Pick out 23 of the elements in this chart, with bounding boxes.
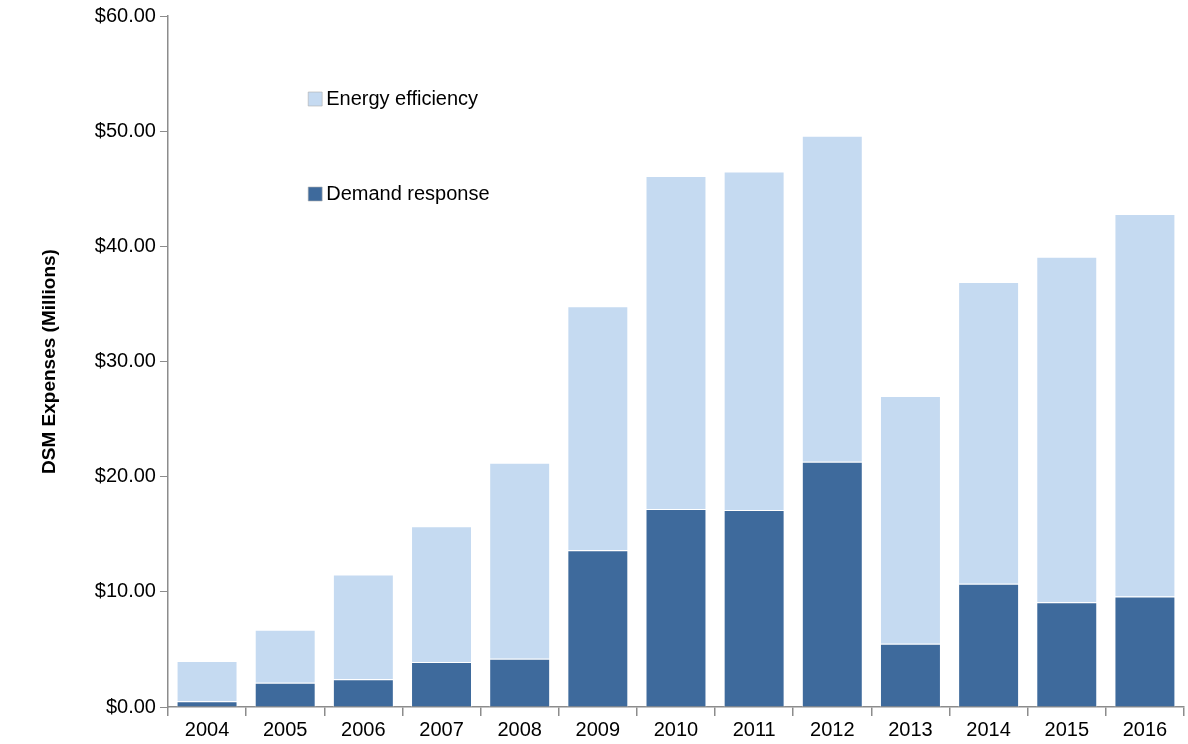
y-tick-label: $30.00: [94, 349, 156, 372]
x-tick-label: 2010: [653, 717, 699, 740]
x-tick-label: 2012: [810, 717, 855, 740]
x-tick-label: 2006: [341, 717, 386, 740]
x-tick-label: 2004: [184, 717, 230, 740]
x-tick-label: 2007: [419, 717, 464, 740]
legend-label: Energy efficiency: [326, 86, 479, 109]
y-tick-label: $50.00: [94, 118, 156, 141]
x-tick-label: 2013: [888, 717, 933, 740]
y-tick-label: $0.00: [105, 694, 156, 717]
x-tick-label: 2015: [1044, 717, 1090, 740]
y-tick-label: $10.00: [94, 579, 156, 602]
x-tick-label: 2011: [732, 717, 776, 740]
x-tick-label: 2014: [966, 717, 1011, 740]
y-tick-label: $60.00: [94, 3, 156, 26]
x-tick-label: 2016: [1122, 717, 1168, 740]
x-tick-label: 2005: [262, 717, 308, 740]
x-tick-label: 2009: [575, 717, 621, 740]
x-tick-label: 2008: [497, 717, 542, 740]
y-tick-label: $20.00: [94, 464, 156, 487]
y-axis-title: DSM Expenses (Millions): [37, 249, 59, 474]
legend-label: Demand response: [326, 181, 490, 204]
y-tick-label: $40.00: [94, 233, 156, 256]
